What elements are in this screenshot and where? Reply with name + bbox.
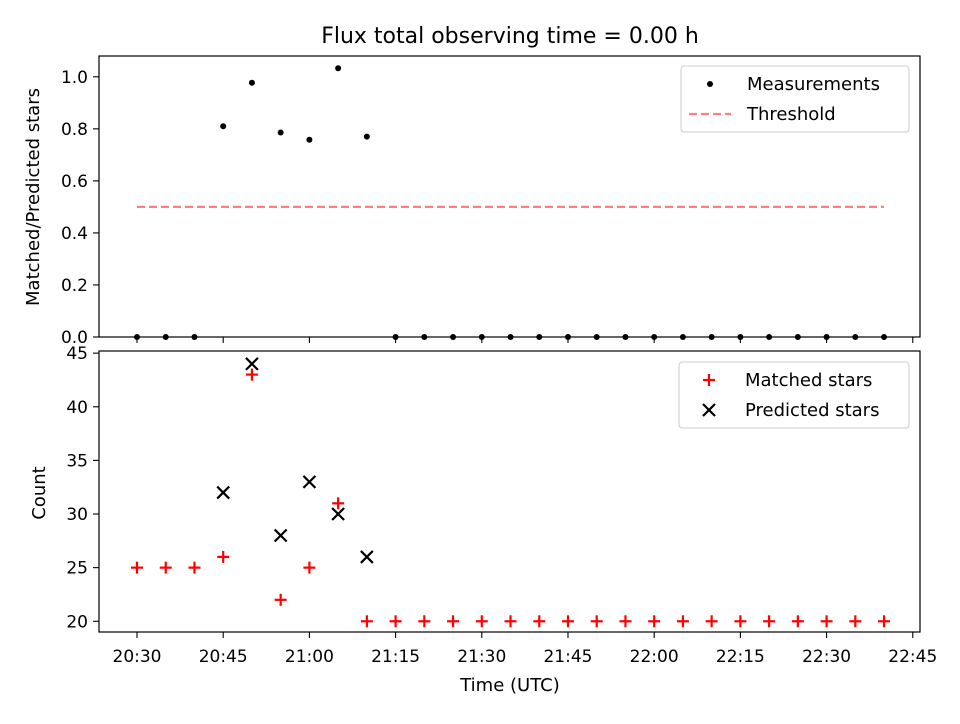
- x-tick-label: 22:15: [716, 647, 765, 667]
- top-y-axis-label: Matched/Predicted stars: [23, 88, 44, 306]
- top-y-tick-label: 0.2: [61, 276, 88, 296]
- measurement-point: [335, 65, 342, 72]
- x-tick-label: 21:15: [371, 647, 420, 667]
- matched-star-point: [820, 615, 833, 628]
- measurement-point: [277, 129, 284, 136]
- predicted-star-point: [216, 485, 230, 500]
- measurement-point: [248, 79, 255, 86]
- top-y-tick-label: 0.8: [61, 120, 88, 140]
- top-plot-area: 0.0 0.2 0.4 0.6 0.8 1.0: [61, 65, 914, 348]
- matched-star-point: [590, 615, 603, 628]
- x-tick-label: 22:00: [630, 647, 679, 667]
- top-y-tick-label: 0.6: [61, 172, 88, 192]
- legend-measurements-marker: [707, 81, 713, 87]
- predicted-star-point: [273, 528, 288, 543]
- predicted-star-point: [302, 475, 317, 489]
- matched-star-point: [159, 561, 172, 574]
- measurement-point: [220, 123, 227, 130]
- legend-threshold-label: Threshold: [746, 104, 836, 125]
- x-tick-label: 21:30: [457, 647, 506, 667]
- x-tick-label: 20:30: [113, 647, 162, 667]
- matched-star-point: [475, 615, 488, 628]
- bottom-y-tick-label: 35: [66, 451, 88, 471]
- bottom-y-axis-label: Count: [29, 466, 50, 519]
- bottom-y-tick-label: 20: [66, 612, 88, 632]
- matched-star-point: [360, 615, 373, 628]
- x-tick-label: 21:00: [285, 647, 334, 667]
- top-legend: Measurements Threshold: [680, 65, 910, 133]
- matched-star-point: [217, 550, 230, 563]
- matched-star-point: [849, 615, 862, 628]
- x-tick-label: 22:45: [888, 647, 937, 667]
- matched-star-point: [303, 561, 316, 574]
- matched-star-point: [561, 615, 574, 628]
- matched-star-point: [648, 615, 661, 628]
- x-axis-label: Time (UTC): [459, 675, 560, 696]
- bottom-plot-area: 20 25 30 35 40 45 20:30 20:45 21:00 21:15 21:30 21:…: [66, 344, 937, 667]
- top-y-tick-label: 0.4: [61, 224, 88, 244]
- matched-star-point: [245, 368, 258, 381]
- bottom-y-tick-label: 25: [66, 559, 88, 579]
- matched-star-point: [705, 615, 718, 628]
- top-plot-frame: [98, 55, 921, 338]
- matched-star-point: [533, 615, 546, 628]
- matched-star-point: [763, 615, 776, 628]
- matched-star-point: [389, 615, 402, 628]
- bottom-legend: Matched stars Predicted stars: [678, 361, 910, 429]
- matched-star-point: [188, 561, 201, 574]
- top-y-tick-label: 0.0: [61, 328, 88, 348]
- legend-measurements-label: Measurements: [747, 74, 880, 95]
- x-tick-label: 22:30: [802, 647, 851, 667]
- bottom-plot-frame: [98, 350, 921, 633]
- matched-star-point: [734, 615, 747, 628]
- matched-star-point: [274, 593, 287, 606]
- predicted-star-point: [360, 550, 374, 564]
- matched-star-point: [418, 615, 431, 628]
- legend-matched-marker: [703, 374, 715, 386]
- predicted-star-point: [331, 507, 345, 521]
- x-tick-label: 20:45: [199, 647, 248, 667]
- bottom-y-tick-label: 45: [66, 344, 88, 364]
- bottom-y-tick-label: 40: [66, 398, 88, 418]
- legend-matched-label: Matched stars: [745, 370, 872, 391]
- matched-star-point: [878, 615, 891, 628]
- predicted-star-point: [245, 357, 259, 371]
- top-chart-title: Flux total observing time = 0.00 h: [321, 24, 699, 49]
- matched-star-point: [447, 615, 460, 628]
- matched-star-point: [131, 561, 143, 574]
- matched-star-point: [619, 615, 632, 628]
- legend-predicted-marker: [702, 403, 716, 417]
- matched-star-point: [332, 497, 345, 510]
- bottom-y-tick-label: 30: [66, 505, 88, 525]
- legend-predicted-label: Predicted stars: [745, 400, 879, 421]
- matched-star-point: [676, 615, 689, 628]
- top-y-tick-label: 1.0: [61, 68, 88, 88]
- matched-star-point: [504, 615, 517, 628]
- x-tick-label: 21:45: [543, 647, 592, 667]
- measurement-point: [363, 133, 370, 140]
- measurement-point: [306, 136, 313, 143]
- matched-star-point: [791, 615, 804, 628]
